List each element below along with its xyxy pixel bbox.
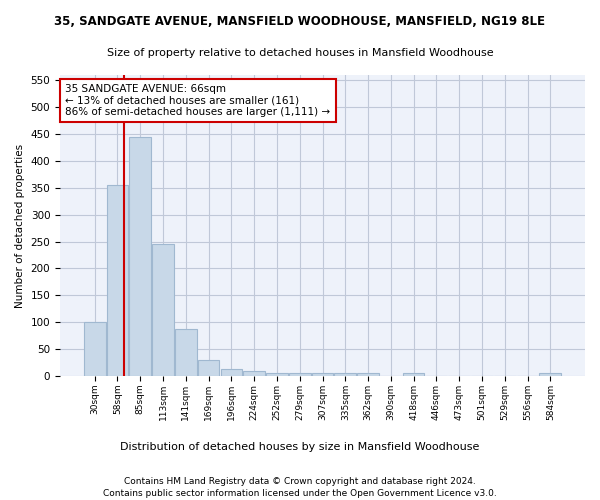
Bar xyxy=(289,374,311,376)
Bar xyxy=(107,185,128,376)
Text: Contains HM Land Registry data © Crown copyright and database right 2024.: Contains HM Land Registry data © Crown c… xyxy=(124,478,476,486)
Bar xyxy=(130,137,151,376)
Text: 35 SANDGATE AVENUE: 66sqm
← 13% of detached houses are smaller (161)
86% of semi: 35 SANDGATE AVENUE: 66sqm ← 13% of detac… xyxy=(65,84,331,117)
Text: Distribution of detached houses by size in Mansfield Woodhouse: Distribution of detached houses by size … xyxy=(121,442,479,452)
Bar xyxy=(244,371,265,376)
Bar xyxy=(357,374,379,376)
Bar xyxy=(334,374,356,376)
Bar xyxy=(403,374,424,376)
Text: 35, SANDGATE AVENUE, MANSFIELD WOODHOUSE, MANSFIELD, NG19 8LE: 35, SANDGATE AVENUE, MANSFIELD WOODHOUSE… xyxy=(55,15,545,28)
Bar xyxy=(266,374,288,376)
Text: Size of property relative to detached houses in Mansfield Woodhouse: Size of property relative to detached ho… xyxy=(107,48,493,58)
Bar xyxy=(152,244,174,376)
Bar xyxy=(175,328,197,376)
Bar xyxy=(198,360,220,376)
Bar xyxy=(539,374,561,376)
Bar xyxy=(221,369,242,376)
Bar xyxy=(311,374,334,376)
Bar xyxy=(84,322,106,376)
Text: Contains public sector information licensed under the Open Government Licence v3: Contains public sector information licen… xyxy=(103,489,497,498)
Y-axis label: Number of detached properties: Number of detached properties xyxy=(15,144,25,308)
